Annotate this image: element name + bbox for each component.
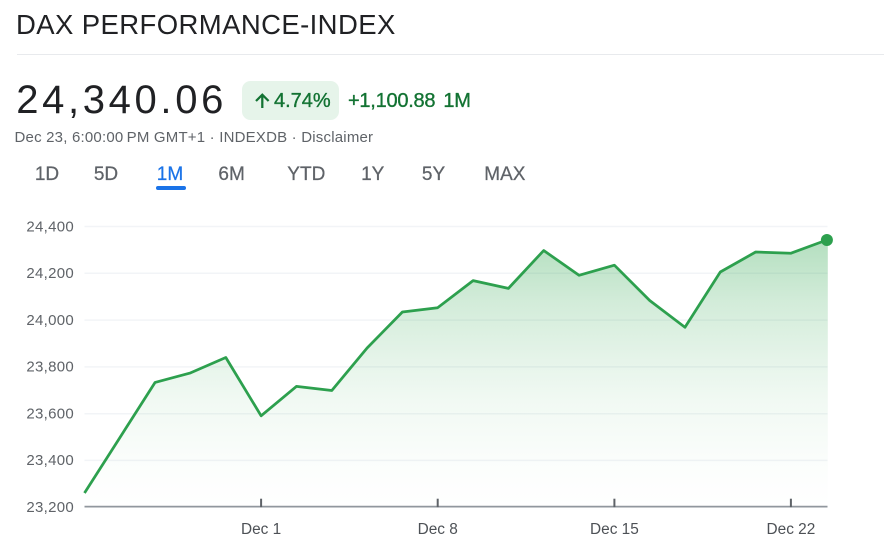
svg-text:24,000: 24,000	[26, 312, 74, 329]
svg-text:24,200: 24,200	[26, 265, 74, 282]
svg-text:23,600: 23,600	[26, 406, 74, 423]
svg-text:Dec 15: Dec 15	[590, 521, 639, 538]
svg-text:23,200: 23,200	[26, 499, 74, 516]
svg-text:23,800: 23,800	[26, 359, 74, 376]
svg-text:Dec 1: Dec 1	[241, 521, 281, 538]
svg-text:Dec 8: Dec 8	[418, 521, 458, 538]
svg-text:24,400: 24,400	[26, 218, 74, 235]
svg-text:23,400: 23,400	[26, 452, 74, 469]
svg-text:Dec 22: Dec 22	[767, 521, 816, 538]
